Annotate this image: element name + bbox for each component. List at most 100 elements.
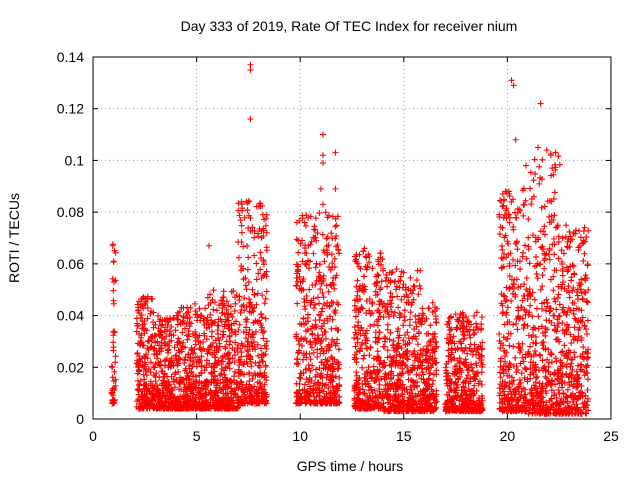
data-point — [152, 321, 159, 328]
data-point — [155, 312, 162, 319]
data-point — [314, 294, 321, 301]
data-point — [514, 238, 521, 245]
data-point — [162, 318, 169, 325]
data-point — [243, 286, 250, 293]
y-tick-label: 0.12 — [57, 101, 84, 117]
data-point — [213, 397, 220, 404]
data-point — [198, 353, 205, 360]
data-point — [351, 324, 358, 331]
data-point — [221, 311, 228, 318]
data-point — [302, 222, 309, 229]
data-point — [165, 395, 172, 402]
data-point — [155, 325, 162, 332]
data-point — [142, 395, 149, 402]
data-point — [154, 355, 161, 362]
y-tick-label: 0 — [76, 411, 84, 427]
data-point — [195, 384, 202, 391]
y-tick-label: 0.04 — [57, 308, 84, 324]
data-point — [513, 239, 520, 246]
data-point — [247, 299, 254, 306]
data-point — [246, 369, 253, 376]
data-point — [216, 337, 223, 344]
data-point — [109, 389, 116, 396]
data-point — [110, 287, 117, 294]
data-point — [496, 231, 503, 238]
data-point — [194, 317, 201, 324]
data-point — [145, 365, 152, 372]
data-point — [140, 371, 147, 378]
data-point — [518, 370, 525, 377]
data-point — [514, 304, 521, 311]
data-point — [180, 405, 187, 412]
data-point — [525, 216, 532, 223]
data-point — [162, 393, 169, 400]
data-point — [213, 307, 220, 314]
data-point — [168, 323, 175, 330]
data-point — [188, 320, 195, 327]
data-point — [580, 257, 587, 264]
data-point — [209, 320, 216, 327]
data-point — [359, 364, 366, 371]
data-point — [262, 315, 269, 322]
data-point — [182, 354, 189, 361]
data-point — [198, 313, 205, 320]
data-point — [192, 405, 199, 412]
data-point — [223, 306, 230, 313]
data-point — [429, 380, 436, 387]
data-point — [196, 332, 203, 339]
data-point — [378, 278, 385, 285]
data-point — [200, 339, 207, 346]
data-point — [192, 300, 199, 307]
data-point — [515, 340, 522, 347]
data-point — [568, 360, 575, 367]
data-point — [179, 319, 186, 326]
data-point — [577, 286, 584, 293]
data-point — [175, 368, 182, 375]
data-point — [185, 403, 192, 410]
outlier-point — [247, 61, 254, 68]
data-point — [238, 307, 245, 314]
data-point — [417, 285, 424, 292]
data-point — [152, 373, 159, 380]
data-point — [244, 199, 251, 206]
data-point — [173, 405, 180, 412]
data-point — [236, 212, 243, 219]
data-point — [220, 367, 227, 374]
data-point — [213, 343, 220, 350]
data-point — [391, 309, 398, 316]
data-point — [111, 368, 118, 375]
data-point — [521, 242, 528, 249]
data-point — [508, 297, 515, 304]
data-point — [185, 379, 192, 386]
data-point — [244, 242, 251, 249]
data-point — [247, 356, 254, 363]
data-point — [380, 314, 387, 321]
data-point — [258, 311, 265, 318]
data-point — [257, 320, 264, 327]
data-point — [250, 319, 257, 326]
data-point — [155, 394, 162, 401]
data-point — [152, 347, 159, 354]
data-point — [310, 226, 317, 233]
data-point — [168, 373, 175, 380]
data-point — [426, 370, 433, 377]
data-point — [519, 354, 526, 361]
data-point — [225, 317, 232, 324]
data-point — [179, 320, 186, 327]
data-point — [510, 343, 517, 350]
data-point — [584, 387, 591, 394]
data-point — [166, 338, 173, 345]
data-point — [152, 360, 159, 367]
data-point — [152, 397, 159, 404]
data-point — [144, 315, 151, 322]
data-point — [241, 214, 248, 221]
data-point — [156, 332, 163, 339]
data-point — [141, 325, 148, 332]
data-point — [247, 215, 254, 222]
data-point — [189, 383, 196, 390]
data-point — [535, 313, 542, 320]
data-point — [310, 305, 317, 312]
data-point — [583, 234, 590, 241]
outlier-point — [361, 245, 368, 252]
data-point — [221, 321, 228, 328]
